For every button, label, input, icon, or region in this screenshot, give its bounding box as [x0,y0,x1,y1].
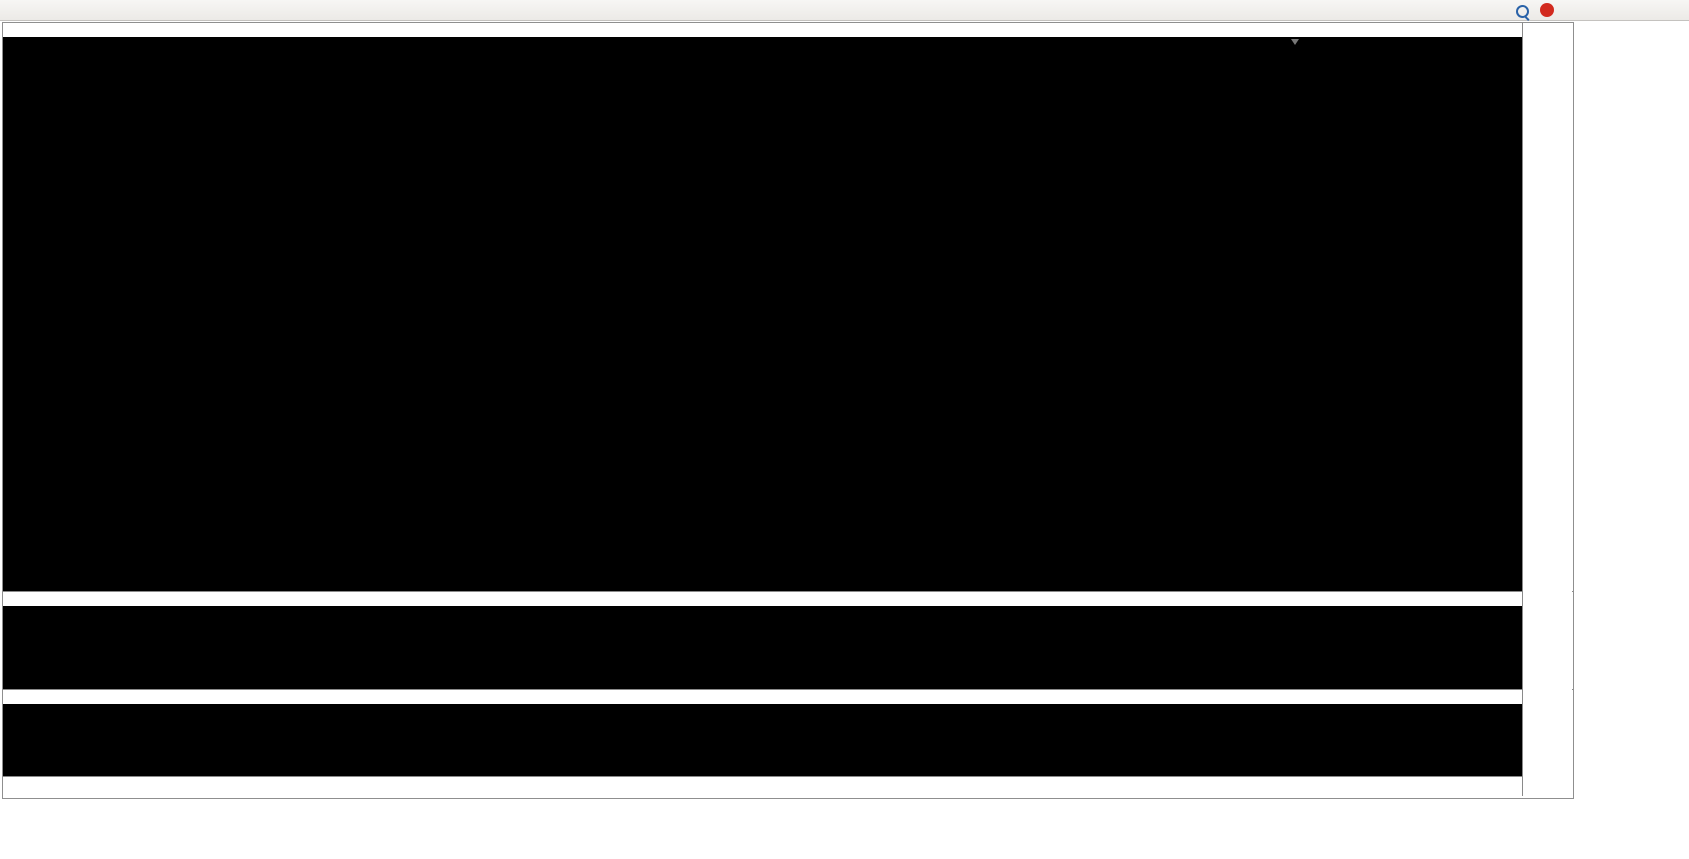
rsi-panel-header [3,690,1573,704]
time-axis[interactable] [3,776,1522,796]
pane-divider[interactable] [3,591,1573,592]
search-icon[interactable] [1516,5,1529,18]
macd-panel-header [3,592,1573,606]
toolbar [0,0,1689,21]
chart-canvas[interactable] [3,23,1522,776]
chart-title-bar [3,23,1573,37]
chart-window [2,22,1574,799]
chart-shift-marker[interactable] [1291,39,1299,45]
notification-badge[interactable] [1540,3,1554,17]
trend-arrow-object[interactable] [3,23,1522,776]
pane-divider[interactable] [3,689,1573,690]
price-axis[interactable] [1522,23,1572,796]
